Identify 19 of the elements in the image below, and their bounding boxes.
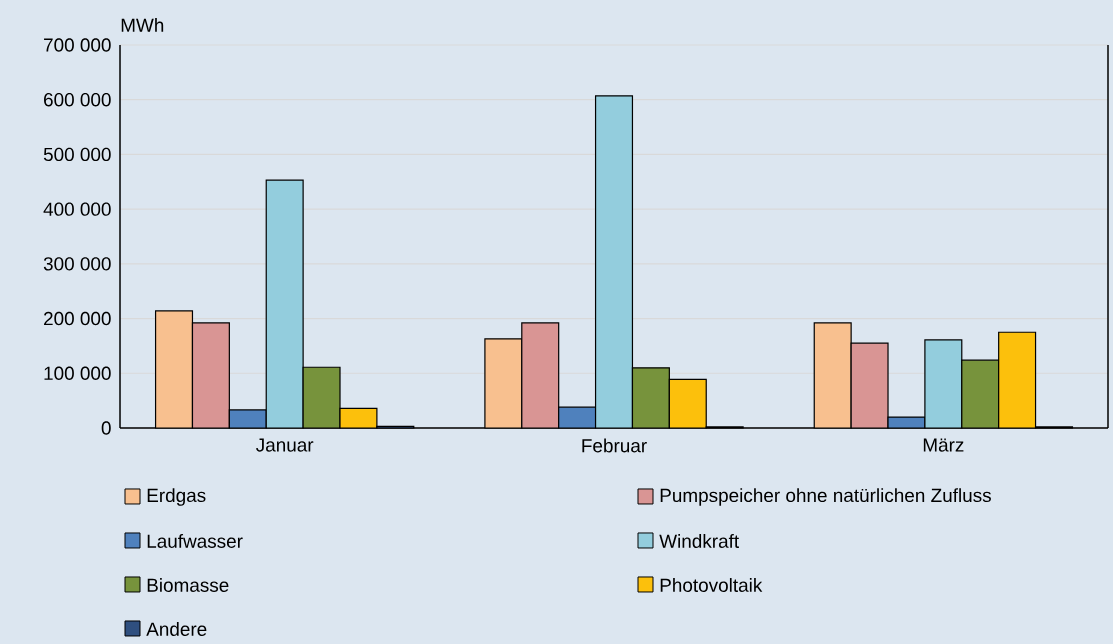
x-tick-label: März xyxy=(923,438,964,452)
y-tick-label: 100 000 xyxy=(44,366,111,380)
y-tick-label: 0 xyxy=(101,421,111,435)
y-tick-label: 200 000 xyxy=(44,311,111,326)
y-axis-title: MWh xyxy=(121,18,164,32)
x-tick-label: Januar xyxy=(256,438,314,452)
y-tick-label: 500 000 xyxy=(43,147,111,162)
legend-label: Andere xyxy=(146,622,207,636)
y-tick-label: 700 000 xyxy=(44,38,111,52)
legend-label: Pumpspeicher ohne natürlichen Zufluss xyxy=(660,488,991,506)
y-tick-label: 400 000 xyxy=(43,202,111,216)
x-tick-label: Februar xyxy=(582,438,647,453)
legend-label: Erdgas xyxy=(147,488,206,506)
legend-label: Laufwasser xyxy=(147,534,243,548)
y-tick-label: 600 000 xyxy=(44,92,111,107)
legend-label: Windkraft xyxy=(659,534,739,548)
legend-label: Photovoltaik xyxy=(660,578,763,592)
legend-label: Biomasse xyxy=(147,578,229,592)
y-tick-label: 300 000 xyxy=(43,257,111,271)
